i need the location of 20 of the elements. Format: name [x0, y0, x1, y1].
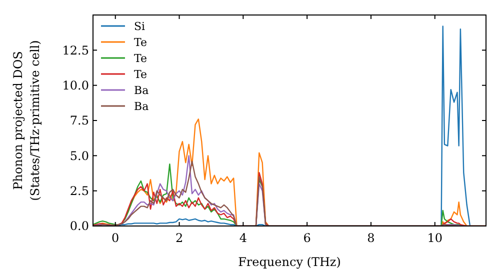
legend-label: Ba: [134, 84, 150, 97]
legend-label: Te: [134, 68, 147, 81]
x-tick-label: 8: [367, 231, 375, 245]
legend-label: Si: [134, 20, 146, 33]
legend-label: Te: [134, 52, 147, 65]
y-tick-label: 12.5: [62, 43, 89, 58]
x-tick-label: 6: [303, 231, 311, 245]
x-tick-label: 2: [175, 231, 184, 245]
x-axis-title: Frequency (THz): [238, 255, 341, 269]
y-axis-title: Phonon projected DOS (States/THz·primitive cell): [11, 40, 42, 201]
x-tick-label: 0: [112, 231, 120, 245]
legend-label: Te: [134, 36, 147, 49]
y-tick-label: 0.0: [70, 219, 89, 234]
y-tick-label: 10.0: [62, 78, 89, 93]
legend-label: Ba: [134, 100, 150, 113]
x-tick-label: 10: [427, 231, 443, 245]
x-tick-label: 4: [239, 231, 248, 245]
y-tick-label: 2.5: [70, 184, 89, 198]
y-tick-label: 5.0: [70, 148, 89, 163]
y-tick-label: 7.5: [70, 114, 89, 128]
